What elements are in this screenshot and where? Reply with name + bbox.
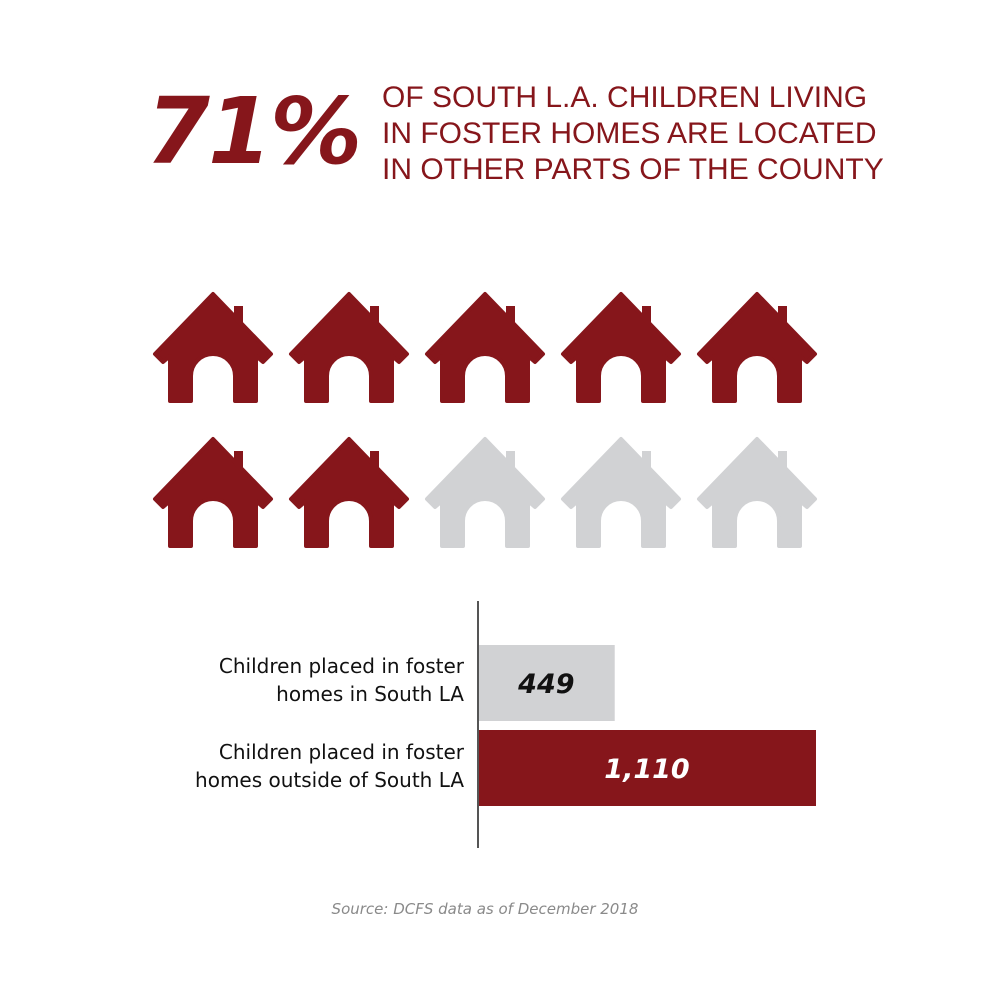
bar-label-line: Children placed in foster	[218, 740, 464, 764]
bar-value-label-1: 1,110	[604, 754, 689, 785]
headline-percent: 71%	[146, 78, 362, 185]
bar-label-outside-south-la: Children placed in foster homes outside …	[144, 738, 464, 794]
headline-line-1: OF SOUTH L.A. CHILDREN LIVING	[382, 81, 868, 114]
bar-0	[478, 645, 615, 721]
bar-value-label-0: 449	[517, 669, 574, 700]
source-note: Source: DCFS data as of December 2018	[331, 900, 639, 918]
headline-line-3: IN OTHER PARTS OF THE COUNTY	[382, 153, 884, 186]
headline-line-2: IN FOSTER HOMES ARE LOCATED	[382, 117, 877, 150]
bar-label-south-la: Children placed in foster homes in South…	[144, 652, 464, 708]
bar-label-line: Children placed in foster	[218, 654, 464, 678]
headline-text: OF SOUTH L.A. CHILDREN LIVING IN FOSTER …	[382, 80, 982, 188]
bar-label-line: homes outside of South LA	[195, 768, 464, 792]
bar-1	[478, 730, 816, 806]
bar-label-line: homes in South LA	[276, 682, 464, 706]
